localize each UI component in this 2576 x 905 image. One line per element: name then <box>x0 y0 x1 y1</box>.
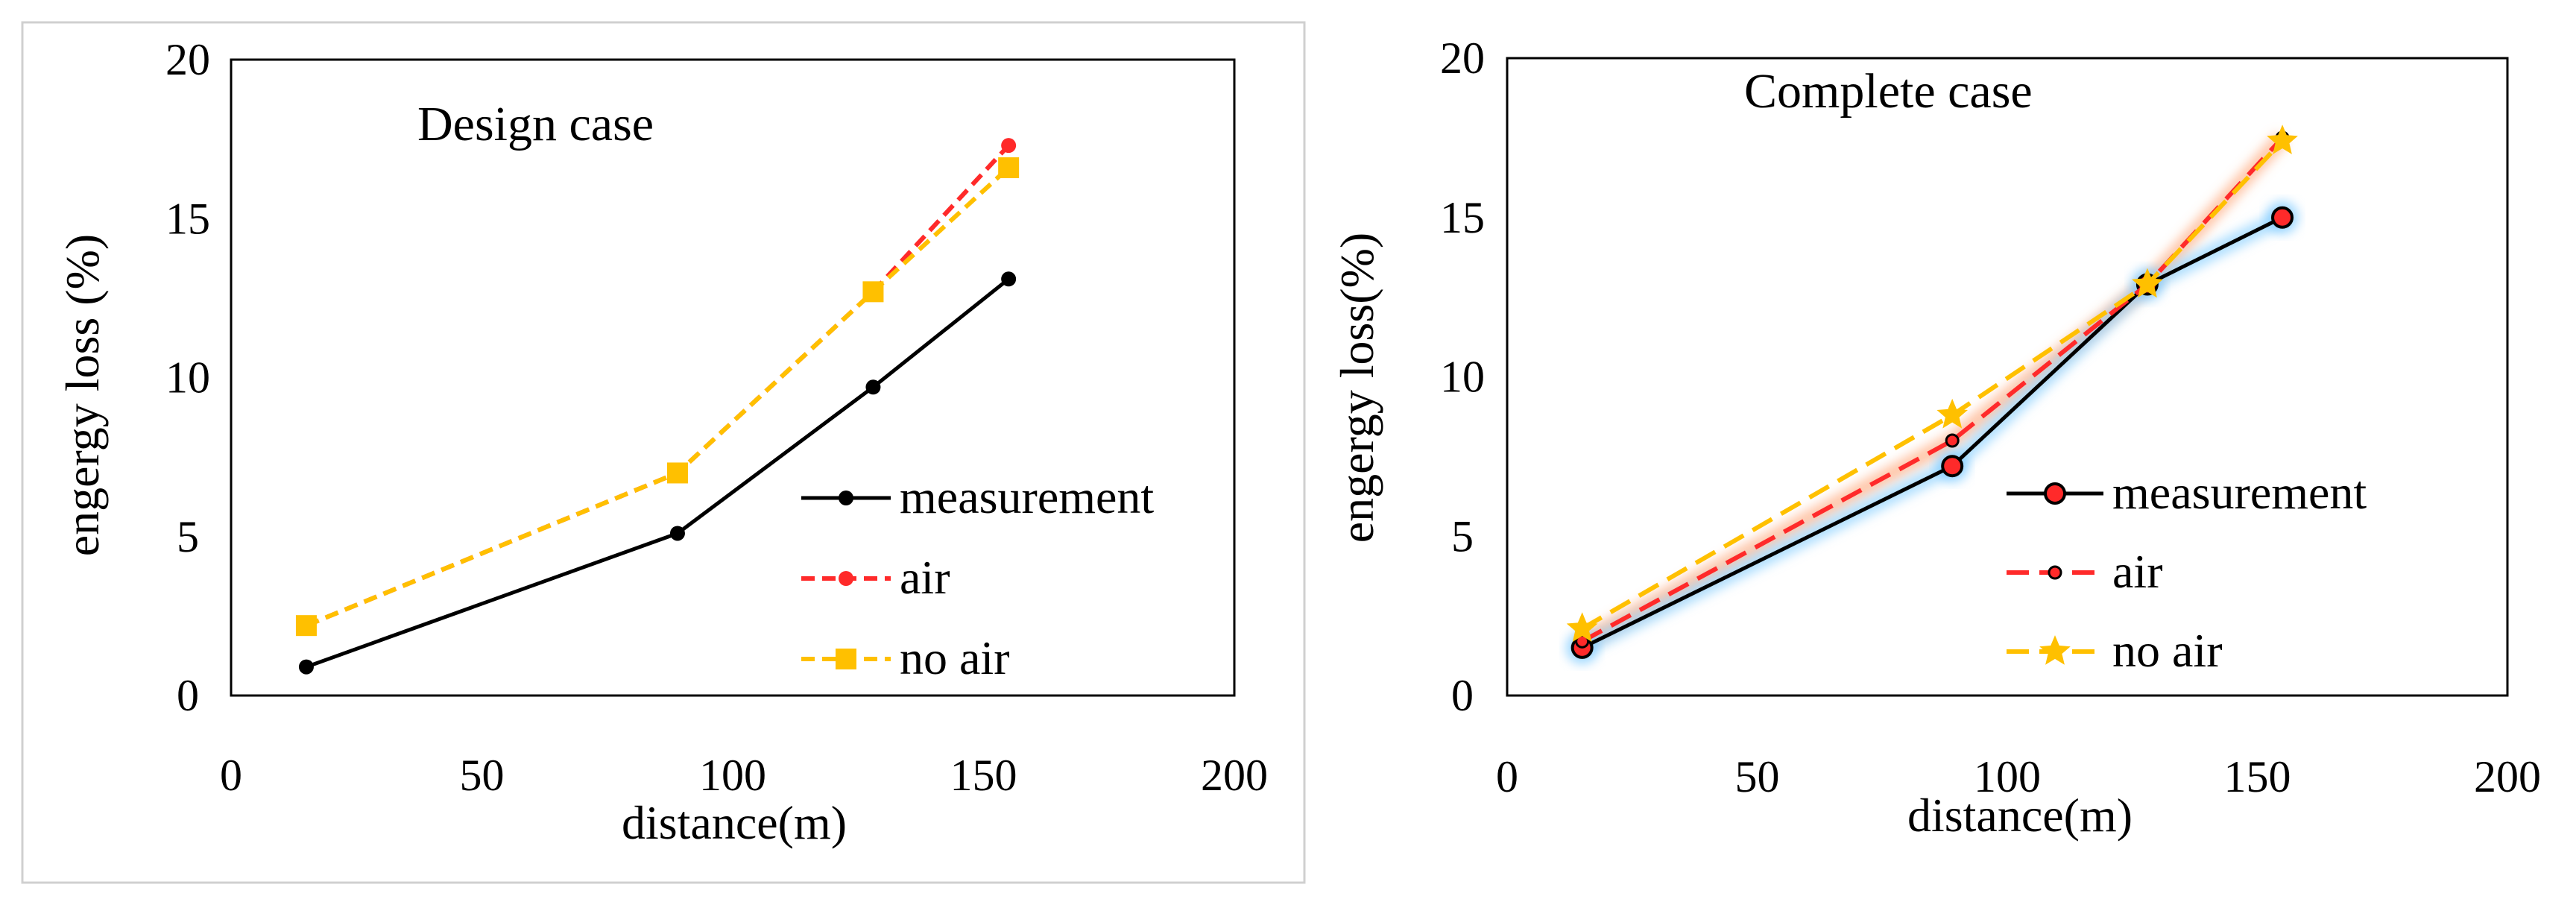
design-case-no-air-line <box>305 165 1011 628</box>
design-case-x-tick-label: 0 <box>220 751 242 800</box>
complete-case-y-tick-label: 0 <box>1451 671 1474 720</box>
design-case-no-air-point <box>295 615 317 637</box>
design-case-legend-air-marker <box>839 571 853 586</box>
complete-case-y-axis-title: engergy loss(%) <box>1330 233 1383 543</box>
complete-case-y-tick-label: 10 <box>1440 353 1485 402</box>
complete-case-y-tick-label: 15 <box>1440 193 1485 242</box>
complete-case-legend-measurement-label: measurement <box>2112 466 2367 519</box>
design-case-measurement-point <box>669 526 685 541</box>
complete-case-title: Complete case <box>1744 64 2033 119</box>
design-case-y-tick-label: 10 <box>165 353 210 403</box>
design-case-y-tick-label: 0 <box>177 671 199 720</box>
complete-case-no-air-point <box>2132 268 2163 298</box>
design-case-x-axis-title: distance(m) <box>622 796 847 849</box>
design-case-no-air-point <box>862 281 884 303</box>
design-case-measurement-point <box>298 659 314 675</box>
complete-case-legend-no-air-label: no air <box>2112 624 2223 677</box>
design-case-y-tick-label: 5 <box>177 512 199 561</box>
complete-case-no-air-point <box>2267 124 2298 154</box>
complete-case-x-tick-label: 150 <box>2224 752 2291 801</box>
design-case-x-tick-label: 50 <box>460 751 505 800</box>
complete-case-x-tick-label: 50 <box>1735 752 1780 801</box>
design-case-legend-measurement-marker <box>839 491 853 505</box>
complete-case-measurement-line <box>1581 215 2284 650</box>
complete-case-x-tick-label: 0 <box>1496 752 1518 801</box>
complete-case-x-tick-label: 100 <box>1974 752 2041 801</box>
complete-case-measurement-point <box>2271 206 2294 229</box>
complete-case-x-axis-title: distance(m) <box>1907 789 2133 842</box>
complete-case-air-point <box>1945 433 1960 448</box>
design-case-plot-area <box>230 58 1236 697</box>
design-case-legend-air-label: air <box>900 551 950 604</box>
design-case-title: Design case <box>417 97 654 151</box>
complete-case-y-tick-label: 5 <box>1451 511 1474 561</box>
complete-case-no-air-line <box>1581 139 2285 631</box>
design-case-measurement-point <box>1001 271 1017 287</box>
complete-case-legend-air-label: air <box>2112 545 2163 598</box>
design-case-no-air-point <box>666 462 688 484</box>
complete-case-x-tick-label: 200 <box>2474 752 2541 801</box>
complete-case-no-air-point <box>1936 398 1968 429</box>
complete-case-y-tick-label: 20 <box>1440 34 1485 83</box>
design-case-y-axis-title: engergy loss (%) <box>56 234 109 557</box>
design-case-x-tick-label: 100 <box>699 751 766 800</box>
design-case-legend-measurement-label: measurement <box>900 470 1154 523</box>
complete-case-legend-no-air-marker <box>2039 635 2071 665</box>
design-case-air-point <box>1001 138 1017 154</box>
complete-case-no-air-point <box>1566 612 1598 642</box>
design-case-legend-no-air-label: no air <box>900 631 1010 684</box>
design-case-legend-no-air-marker <box>836 649 856 669</box>
design-case-measurement-line <box>306 277 1010 669</box>
complete-case-chart: 0 5 10 15 20 0 50 100 150 200 Complete case dist… <box>1330 34 2541 842</box>
complete-case-legend-air-marker <box>2048 565 2062 580</box>
design-case-no-air-point <box>998 157 1020 179</box>
complete-case-measurement-point <box>1941 455 1964 478</box>
design-case-measurement-point <box>865 379 881 395</box>
design-case-chart: 0 5 10 15 20 0 50 100 150 200 Design case distan… <box>21 21 1306 884</box>
design-case-y-tick-label: 20 <box>165 35 210 84</box>
design-case-x-tick-label: 150 <box>950 751 1017 800</box>
design-case-y-tick-label: 15 <box>165 194 210 243</box>
complete-case-legend-measurement-marker <box>2044 482 2066 505</box>
design-case-x-tick-label: 200 <box>1201 751 1268 800</box>
